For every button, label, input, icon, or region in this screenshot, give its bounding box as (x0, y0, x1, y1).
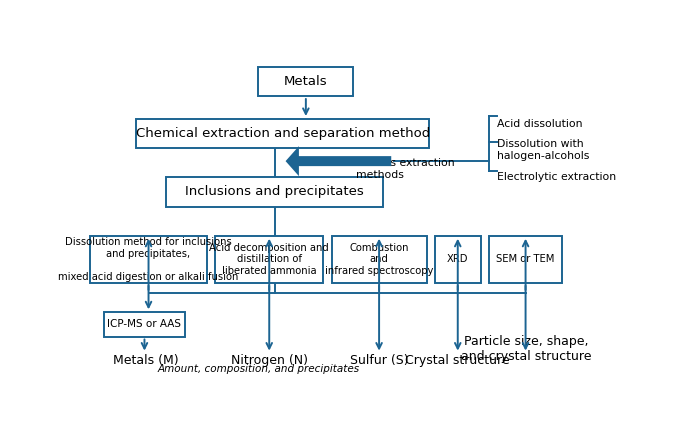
FancyBboxPatch shape (435, 236, 481, 283)
Text: Dissolution method for inclusions
and precipitates,

mixed acid digestion or alk: Dissolution method for inclusions and pr… (58, 237, 239, 282)
Text: Combustion
and
infrared spectroscopy: Combustion and infrared spectroscopy (325, 243, 433, 276)
Text: XRD: XRD (447, 254, 468, 265)
Text: Electrolytic extraction: Electrolytic extraction (497, 172, 616, 182)
Text: Inclusions and precipitates: Inclusions and precipitates (186, 186, 364, 198)
FancyBboxPatch shape (215, 236, 323, 283)
Text: Various extraction
methods: Various extraction methods (356, 158, 455, 180)
FancyBboxPatch shape (166, 177, 383, 207)
FancyBboxPatch shape (104, 312, 185, 337)
Text: ICP-MS or AAS: ICP-MS or AAS (108, 319, 181, 330)
Text: Metals (M): Metals (M) (113, 354, 179, 368)
Text: Amount, composition, and precipitates: Amount, composition, and precipitates (158, 364, 360, 373)
Text: Metals: Metals (284, 75, 328, 88)
Text: SEM or TEM: SEM or TEM (496, 254, 555, 265)
Text: Acid decomposition and
distillation of
liberated ammonia: Acid decomposition and distillation of l… (209, 243, 329, 276)
FancyBboxPatch shape (136, 119, 429, 148)
Text: Chemical extraction and separation method: Chemical extraction and separation metho… (136, 127, 430, 140)
Text: Sulfur (S): Sulfur (S) (350, 354, 409, 368)
Text: Crystal structure: Crystal structure (405, 354, 510, 368)
FancyBboxPatch shape (489, 236, 562, 283)
Text: Dissolution with
halogen-alcohols: Dissolution with halogen-alcohols (497, 139, 589, 160)
FancyBboxPatch shape (90, 236, 207, 283)
Text: Particle size, shape,
and crystal structure: Particle size, shape, and crystal struct… (461, 335, 591, 363)
Text: Nitrogen (N): Nitrogen (N) (231, 354, 308, 368)
Text: Acid dissolution: Acid dissolution (497, 119, 582, 129)
FancyBboxPatch shape (332, 236, 426, 283)
FancyBboxPatch shape (258, 67, 354, 96)
